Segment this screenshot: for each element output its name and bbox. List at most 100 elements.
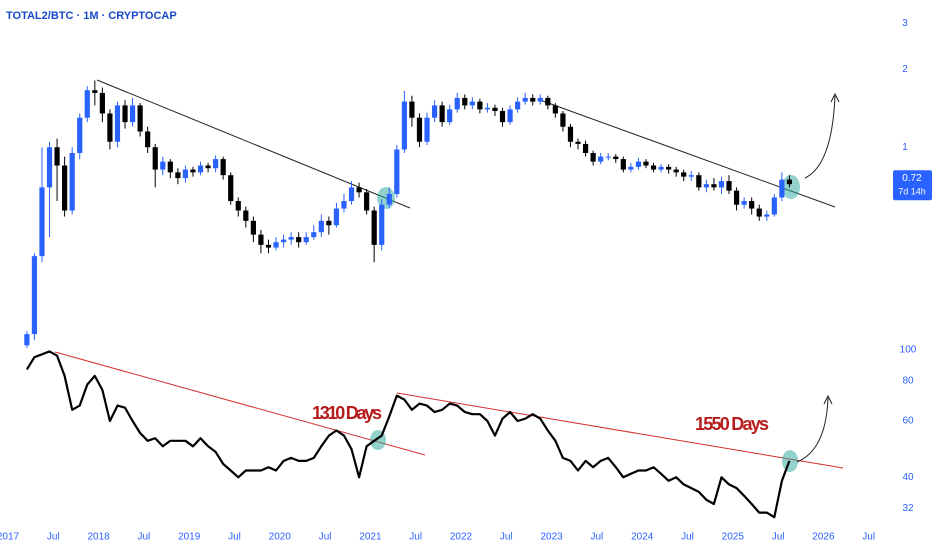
last-price-label: 0.72	[902, 173, 922, 184]
annotation: 1550 Days	[695, 414, 769, 434]
candle-body	[288, 237, 294, 240]
candle-body	[643, 161, 649, 166]
candle-body	[197, 165, 204, 173]
candle-body	[522, 97, 528, 102]
candle-body	[348, 187, 355, 202]
candle-body	[658, 166, 664, 170]
y-tick-label: 80	[902, 376, 914, 387]
candle-body	[273, 242, 279, 248]
candle-body	[718, 181, 725, 188]
candle-body	[145, 131, 151, 148]
candle-body	[666, 166, 672, 170]
candle-body	[69, 153, 75, 211]
candle-body	[39, 187, 45, 257]
candle-body	[447, 109, 453, 123]
x-tick-label: 2023	[540, 532, 563, 543]
x-tick-label: 2020	[269, 532, 292, 543]
x-tick-label: 2017	[0, 532, 20, 543]
arrow-head	[823, 394, 833, 405]
candle-body	[605, 156, 611, 158]
candle-body	[575, 141, 581, 144]
candle-body	[696, 175, 702, 188]
x-tick-label: Jul	[681, 532, 694, 543]
candle-body	[371, 210, 377, 245]
candle-body	[77, 117, 83, 154]
candle-body	[356, 187, 362, 193]
candle-body	[160, 161, 166, 170]
x-tick-label: 2024	[631, 532, 654, 543]
candle-body	[537, 97, 543, 102]
x-tick-label: 2019	[178, 532, 201, 543]
trendline	[96, 79, 411, 209]
x-tick-label: 2025	[722, 532, 745, 543]
chart-title: TOTAL2/BTC · 1M · CRYPTOCAP	[6, 10, 177, 22]
candle-body	[54, 147, 60, 166]
candle-body	[364, 192, 370, 211]
candle-body	[567, 126, 574, 142]
candle-body	[326, 220, 332, 226]
x-tick-label: 2026	[812, 532, 835, 543]
candle-body	[545, 97, 551, 106]
trendline	[54, 351, 426, 456]
candle-body	[726, 181, 732, 191]
candle-body	[379, 204, 385, 245]
candle-body	[394, 149, 400, 194]
x-tick-label: 2022	[450, 532, 473, 543]
candle-body	[628, 166, 634, 170]
x-tick-label: Jul	[591, 532, 604, 543]
x-tick-label: Jul	[500, 532, 513, 543]
candle-body	[167, 161, 173, 173]
candle-body	[507, 109, 513, 123]
candle-body	[582, 143, 589, 154]
x-tick-label: Jul	[409, 532, 422, 543]
candle-body	[673, 169, 679, 173]
candle-body	[552, 105, 558, 114]
candle-body	[454, 97, 460, 110]
y-tick-label: 60	[902, 416, 914, 427]
candle-body	[31, 256, 38, 335]
candle-body	[439, 105, 445, 123]
candle-body	[590, 153, 596, 162]
candle-body	[779, 179, 785, 198]
x-tick-label: 2018	[87, 532, 110, 543]
candle-body	[24, 334, 30, 346]
candle-body	[492, 107, 498, 111]
candle-body	[401, 101, 407, 150]
candle-body	[137, 105, 143, 132]
candle-body	[205, 165, 211, 169]
candle-body	[99, 92, 105, 114]
candle-body	[175, 172, 181, 179]
x-tick-label: Jul	[319, 532, 332, 543]
x-tick-label: Jul	[138, 532, 151, 543]
y-tick-label: 1	[902, 142, 908, 153]
candle-body	[469, 101, 475, 106]
candle-body	[424, 117, 430, 142]
x-tick-label: 2021	[359, 532, 382, 543]
candle-body	[258, 234, 264, 245]
candle-body	[515, 101, 521, 110]
candle-body	[560, 113, 566, 127]
candle-body	[129, 105, 136, 123]
candle-body	[764, 214, 770, 217]
y-tick-label: 2	[902, 64, 908, 75]
candle-body	[598, 156, 604, 162]
line	[25, 350, 791, 519]
candle-body	[771, 197, 777, 215]
candle-body	[499, 110, 506, 123]
candle-body	[182, 169, 189, 179]
highlight-circle	[782, 450, 798, 472]
candle-body	[213, 159, 219, 169]
candle-body	[703, 184, 709, 188]
candle-body	[650, 165, 657, 170]
candle-body	[296, 237, 302, 243]
candle-body	[303, 237, 309, 243]
candle-body	[711, 184, 717, 188]
x-tick-label: Jul	[47, 532, 60, 543]
candle-body	[756, 208, 762, 217]
candle-body	[741, 201, 747, 205]
candle-body	[84, 90, 90, 118]
candle-body	[341, 201, 347, 209]
candle-body	[416, 117, 423, 142]
candle-body	[681, 172, 687, 177]
